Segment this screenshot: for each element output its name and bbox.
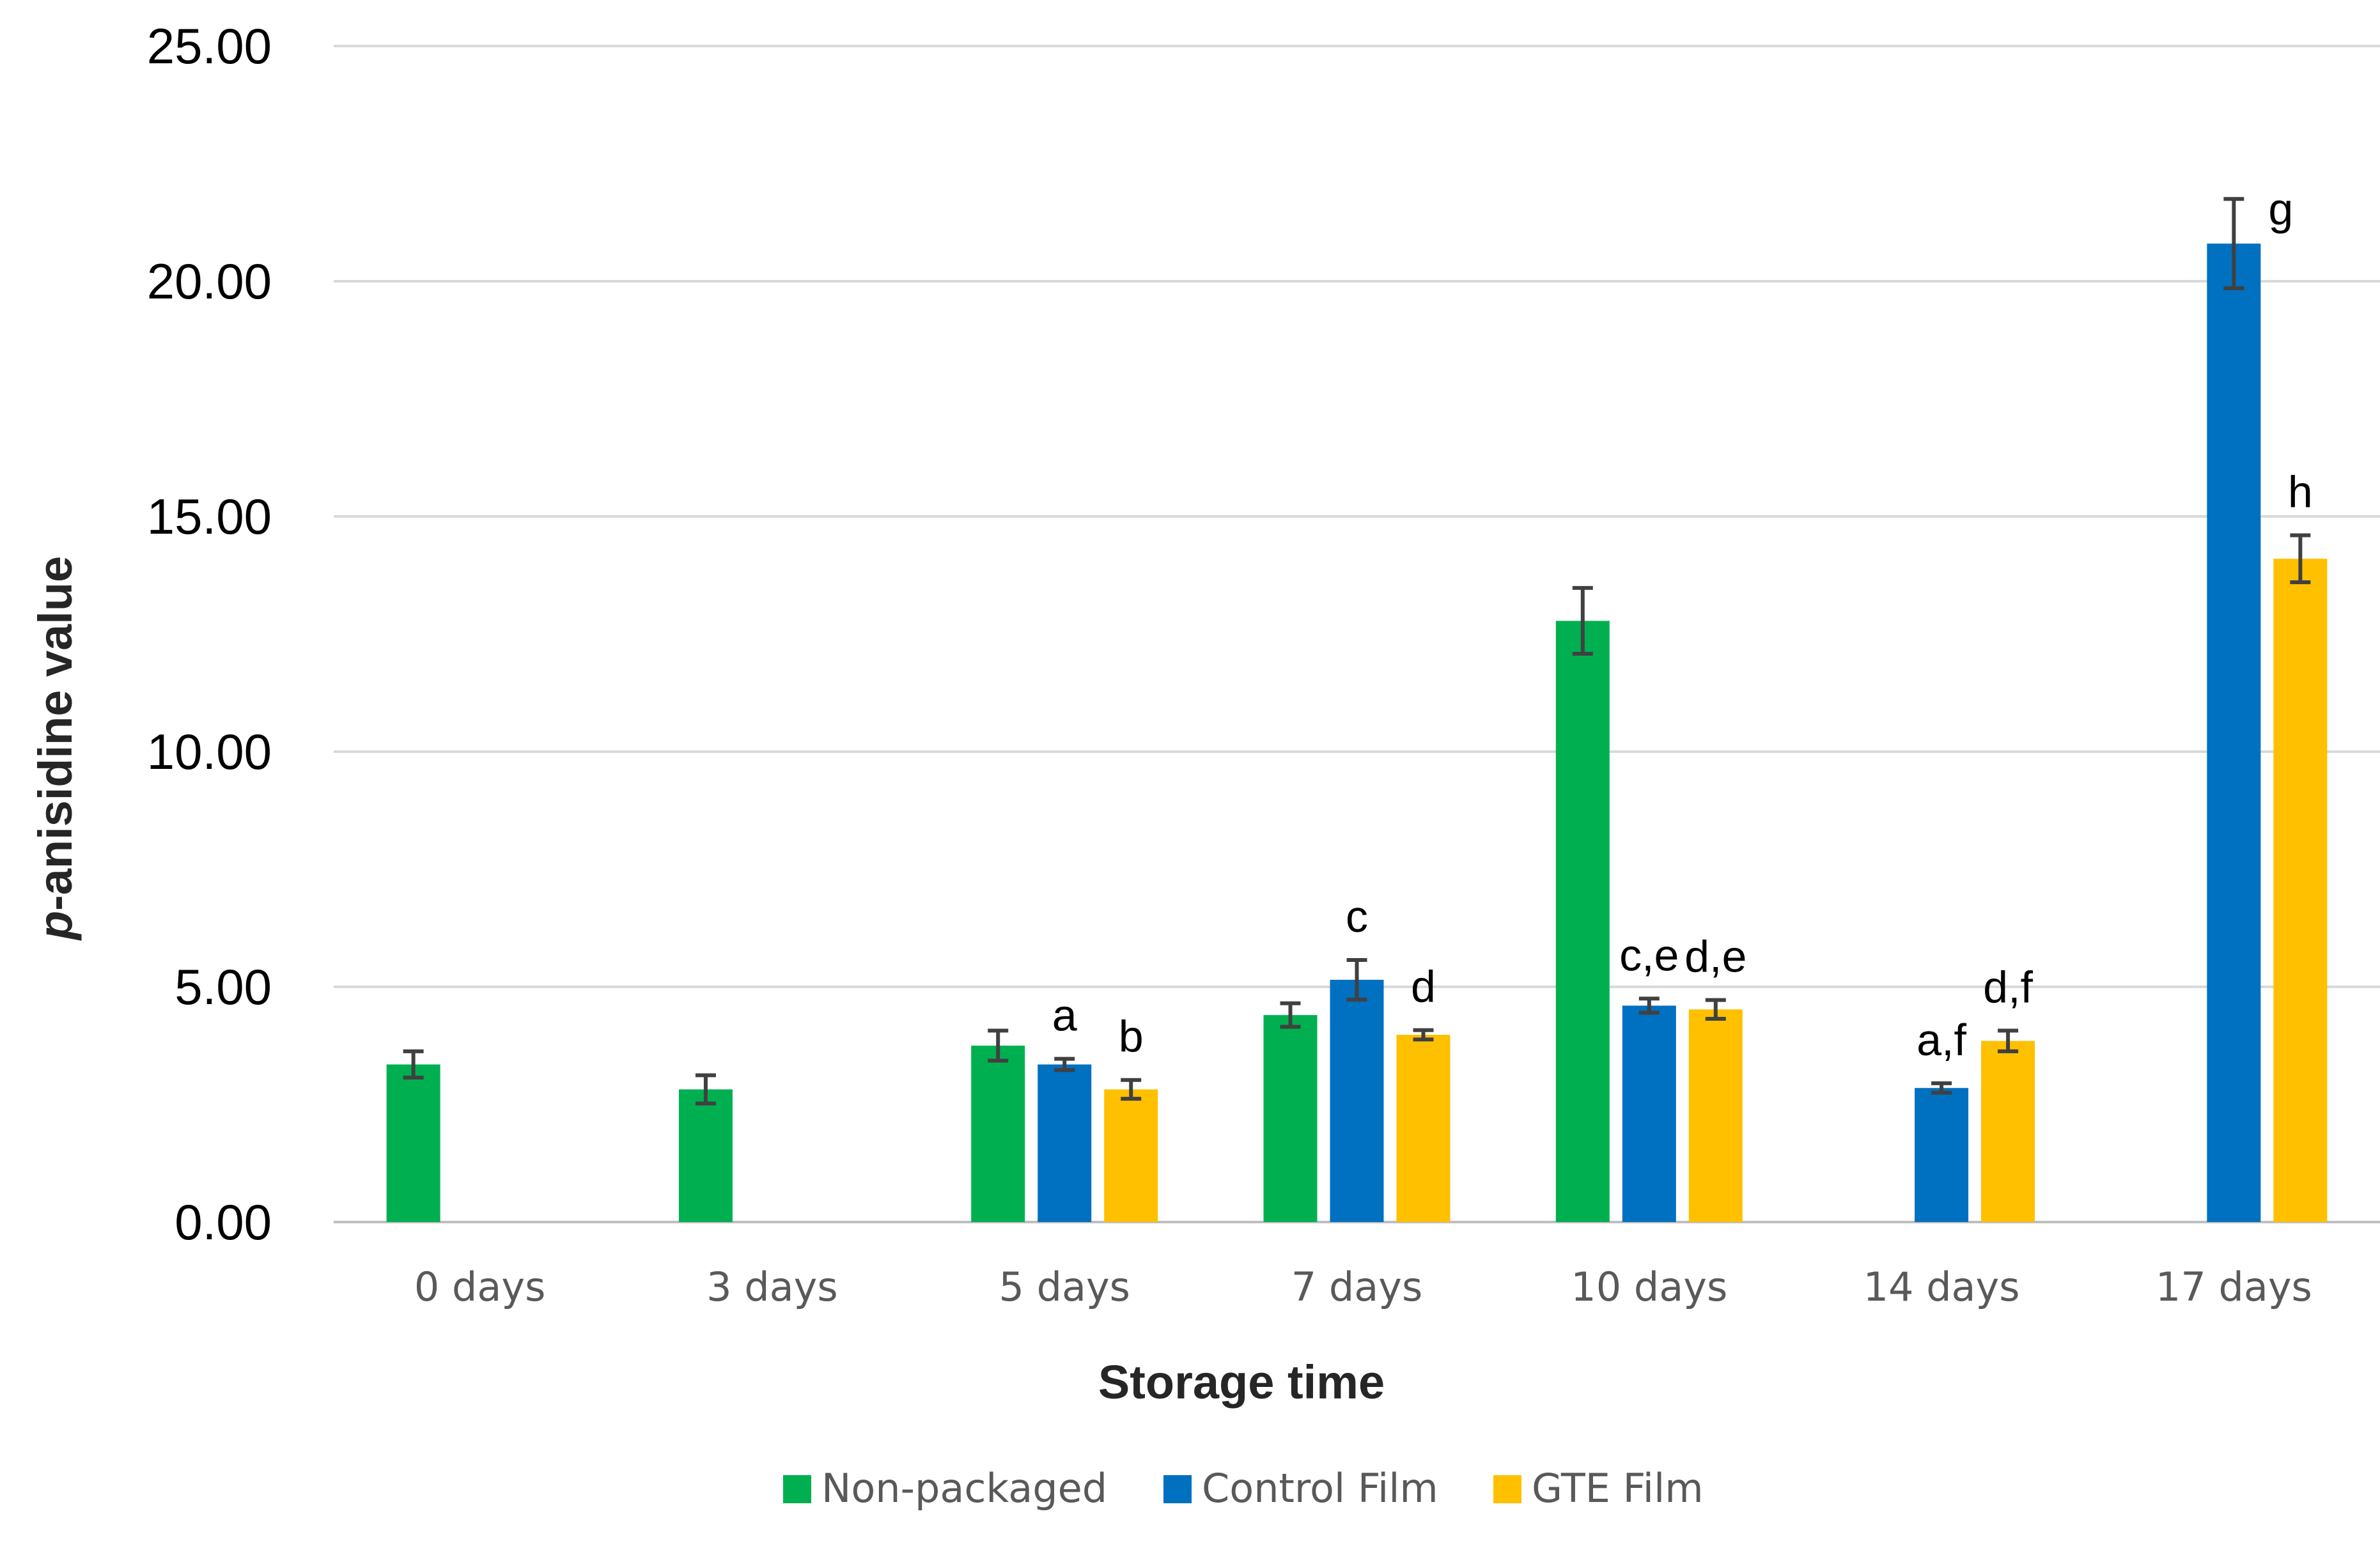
- x-tick-label: 7 days: [1291, 1264, 1423, 1310]
- significance-label: g: [2268, 184, 2293, 234]
- y-tick-label: 25.00: [147, 18, 272, 74]
- significance-label: c,e: [1619, 930, 1679, 980]
- bar: [1330, 979, 1384, 1222]
- bar: [1622, 1005, 1676, 1222]
- y-tick-label: 0.00: [175, 1194, 272, 1250]
- significance-label: d,f: [1983, 962, 2033, 1012]
- bar: [1396, 1035, 1451, 1222]
- significance-label: a: [1052, 991, 1077, 1041]
- bar: [1688, 1009, 1743, 1222]
- bar: [1038, 1064, 1092, 1222]
- y-tick-label: 15.00: [147, 488, 272, 545]
- significance-label: a,f: [1917, 1015, 1966, 1065]
- x-axis-ticks: 0 days 3 days 5 days 7 days 10 days 14 days 17…: [414, 1264, 2312, 1310]
- significance-label: d: [1411, 962, 1436, 1012]
- bar: [2207, 244, 2261, 1222]
- bar: [1915, 1088, 1969, 1222]
- y-tick-label: 5.00: [175, 959, 272, 1015]
- gridlines: [334, 45, 2380, 1223]
- bar: [1263, 1015, 1318, 1222]
- x-axis-title: Storage time: [1098, 1356, 1385, 1409]
- legend-swatch: [1163, 1475, 1192, 1503]
- y-axis-title-rest: -anisidine value: [29, 556, 82, 911]
- y-axis-title: p-anisidine value: [29, 556, 82, 941]
- bar: [971, 1046, 1025, 1222]
- bars: a b cd c,e d,e a,f d,f g h: [386, 184, 2328, 1222]
- y-axis-title-italic: p: [29, 911, 82, 941]
- significance-label: b: [1119, 1012, 1144, 1062]
- legend: Non-packaged Control Film GTE Film: [783, 1465, 1704, 1512]
- legend-swatch: [1493, 1475, 1521, 1503]
- y-tick-label: 10.00: [147, 724, 272, 780]
- bar: [1104, 1089, 1158, 1222]
- significance-label: d,e: [1684, 932, 1746, 982]
- bar: [1981, 1041, 2035, 1222]
- x-tick-label: 0 days: [414, 1264, 546, 1310]
- x-tick-label: 3 days: [706, 1264, 838, 1310]
- bar: [386, 1064, 440, 1222]
- bar: [1555, 621, 1610, 1222]
- bar: [2273, 559, 2328, 1222]
- legend-label: GTE Film: [1532, 1465, 1704, 1512]
- x-tick-label: 5 days: [999, 1264, 1130, 1310]
- legend-label: Non-packaged: [821, 1465, 1107, 1512]
- significance-label: h: [2288, 467, 2313, 516]
- y-tick-label: 20.00: [147, 253, 272, 309]
- y-axis-ticks: 0.00 5.00 10.00 15.00 20.00 25.00: [147, 18, 272, 1250]
- x-tick-label: 10 days: [1571, 1264, 1727, 1310]
- significance-label: c: [1346, 892, 1368, 941]
- bar: [678, 1089, 733, 1222]
- x-tick-label: 17 days: [2156, 1264, 2312, 1310]
- x-tick-label: 14 days: [1863, 1264, 2020, 1310]
- legend-swatch: [783, 1475, 811, 1503]
- legend-label: Control Film: [1202, 1465, 1438, 1512]
